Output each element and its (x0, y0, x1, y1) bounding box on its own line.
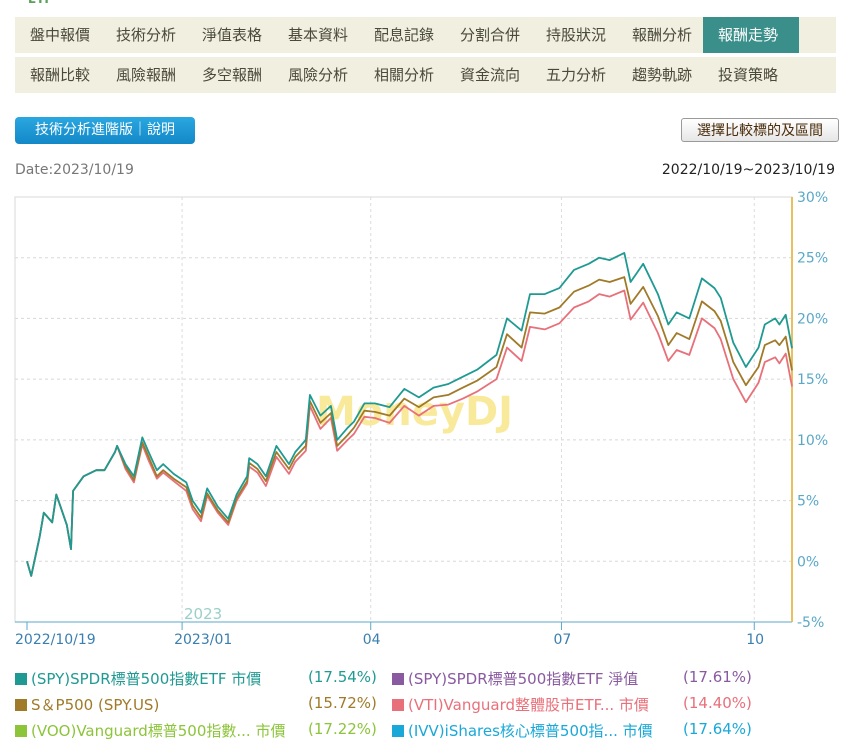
legend-series-return: (17.64%) (683, 720, 752, 738)
legend-swatch (392, 699, 404, 711)
legend-item[interactable]: (SPY)SPDR標普500指數ETF 淨值 (17.61%) (392, 668, 752, 690)
nav-row2-item[interactable]: 風險分析 (288, 66, 349, 84)
nav-row1-item[interactable]: 盤中報價 (30, 26, 91, 44)
legend-series-name: (VOO)Vanguard標普500指數... 市價 (31, 722, 286, 740)
date-range: 2022/10/19~2023/10/19 (661, 162, 835, 178)
compare-select-button[interactable]: 選擇比較標的及區間 (681, 118, 839, 142)
legend-series-return: (17.54%) (308, 668, 377, 686)
y-tick-label: 30% (797, 190, 828, 206)
legend-series-name: (VTI)Vanguard整體股市ETF... 市價 (408, 696, 649, 714)
top-strip: ETF (0, 0, 855, 12)
data-date: Date:2023/10/19 (15, 162, 134, 178)
nav-row2-item[interactable]: 趨勢軌跡 (632, 66, 693, 84)
x-tick-label: 2022/10/19 (15, 632, 96, 648)
legend-swatch (392, 725, 404, 737)
y-tick-label: 25% (797, 251, 828, 267)
nav-row1-item[interactable]: 報酬走勢 (703, 17, 799, 53)
y-tick-label: -5% (797, 615, 824, 631)
legend-swatch (15, 673, 27, 685)
legend-series-name: (SPY)SPDR標普500指數ETF 市價 (31, 670, 262, 688)
nav-row2-item[interactable]: 投資策略 (718, 66, 779, 84)
year-label: 2023 (184, 605, 222, 623)
legend-item[interactable]: S＆P500 (SPY.US) (15.72%) (15, 694, 377, 716)
legend-item[interactable]: (VOO)Vanguard標普500指數... 市價 (17.22%) (15, 720, 377, 742)
x-tick-label: 10 (746, 632, 764, 648)
legend-swatch (15, 725, 27, 737)
legend-series-name: (IVV)iShares核心標普500指... 市價 (408, 722, 653, 740)
legend-series-return: (17.61%) (683, 668, 752, 686)
nav-row1-item[interactable]: 基本資料 (288, 26, 349, 44)
legend-swatch (392, 673, 404, 685)
nav-row-primary: 盤中報價 技術分析 淨值表格 基本資料 配息記錄 分割合併 持股狀況 報酬分析 報酬走勢 (15, 17, 836, 53)
nav-row2-item[interactable]: 報酬比較 (30, 66, 91, 84)
legend-item[interactable]: (IVV)iShares核心標普500指... 市價 (17.64%) (392, 720, 752, 742)
y-tick-label: 0% (797, 554, 819, 570)
x-tick-label: 07 (553, 632, 571, 648)
plot-frame (14, 196, 793, 623)
legend-series-return: (15.72%) (308, 694, 377, 712)
nav-row1-item[interactable]: 分割合併 (460, 26, 521, 44)
nav-row1-item[interactable]: 技術分析 (116, 26, 177, 44)
legend-series-name: (SPY)SPDR標普500指數ETF 淨值 (408, 670, 639, 688)
legend-item[interactable]: (SPY)SPDR標普500指數ETF 市價 (17.54%) (15, 668, 377, 690)
legend-series-name: S＆P500 (SPY.US) (31, 696, 160, 714)
series-line (26, 252, 793, 577)
y-tick-label: 5% (797, 494, 819, 510)
x-tick-label: 04 (363, 632, 381, 648)
y-tick-label: 15% (797, 372, 828, 388)
advanced-ta-button[interactable]: 技術分析進階版｜說明 (15, 117, 195, 144)
nav-row1-item[interactable]: 報酬分析 (632, 26, 693, 44)
legend-series-return: (17.22%) (308, 720, 377, 738)
legend-item[interactable]: (VTI)Vanguard整體股市ETF... 市價 (14.40%) (392, 694, 752, 716)
nav-row1-item[interactable]: 配息記錄 (374, 26, 435, 44)
return-trend-chart: 30% 25% 20% 15% 10% 5% 0% -5% 2022/10/19 2023/01 0… (14, 190, 828, 648)
nav-row2-item[interactable]: 多空報酬 (202, 66, 263, 84)
nav-row2-item[interactable]: 五力分析 (546, 66, 607, 84)
y-tick-label: 10% (797, 433, 828, 449)
nav-row2-item[interactable]: 資金流向 (460, 66, 521, 84)
nav-row2-item[interactable]: 風險報酬 (116, 66, 177, 84)
x-tick-label: 2023/01 (174, 632, 232, 648)
nav-row-secondary: 報酬比較 風險報酬 多空報酬 風險分析 相關分析 資金流向 五力分析 趨勢軌跡 投資策略 (15, 55, 836, 93)
nav-row2-item[interactable]: 相關分析 (374, 66, 435, 84)
site-logo: ETF (28, 0, 53, 6)
nav-row1-item[interactable]: 淨值表格 (202, 26, 263, 44)
legend-series-return: (14.40%) (683, 694, 752, 712)
nav-row1-item[interactable]: 持股狀況 (546, 26, 607, 44)
legend-swatch (15, 699, 27, 711)
y-tick-label: 20% (797, 311, 828, 327)
